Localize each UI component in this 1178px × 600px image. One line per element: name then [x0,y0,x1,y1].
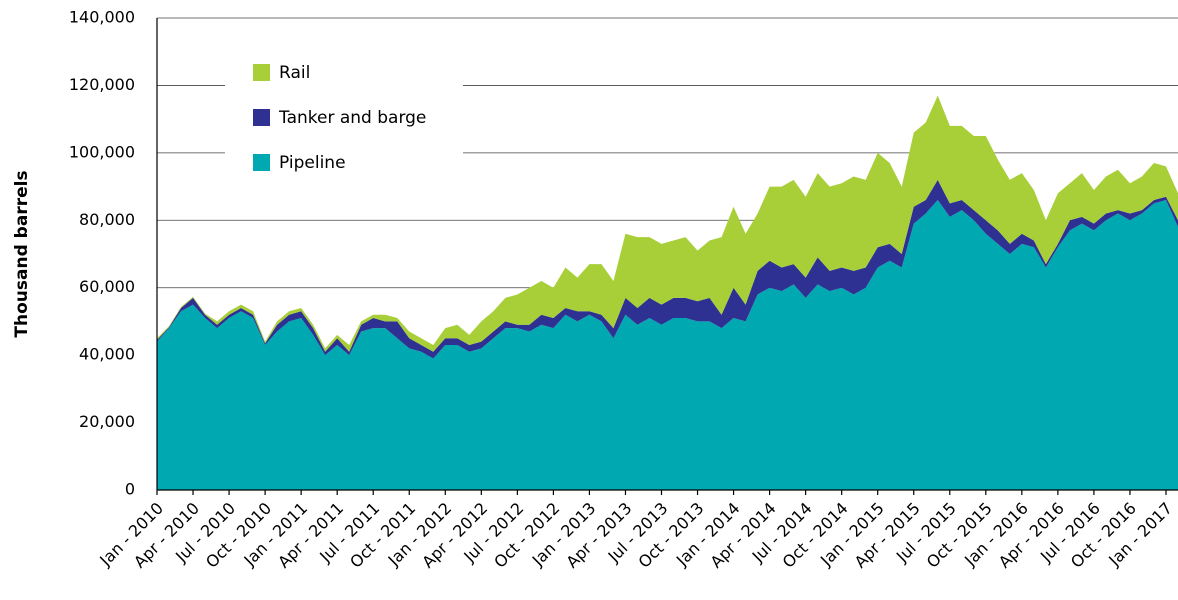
area [157,200,1178,490]
y-axis-label: Thousand barrels [12,170,32,337]
legend-swatch [253,64,270,81]
legend-swatch [253,154,270,171]
legend-swatch [253,109,270,126]
y-tick-label: 120,000 [69,75,135,94]
y-tick-label: 140,000 [69,8,135,27]
legend-label: Pipeline [279,153,346,173]
y-tick-label: 80,000 [79,210,135,229]
y-tick-label: 40,000 [79,345,135,364]
y-tick-label: 100,000 [69,142,135,161]
area [157,95,1178,352]
y-tick-label: 20,000 [79,412,135,431]
y-tick-label: 0 [125,480,135,499]
y-tick-label: 60,000 [79,277,135,296]
legend-label: Tanker and barge [278,108,426,128]
legend-label: Rail [279,63,310,83]
legend: Rail Tanker and barge Pipeline [225,48,463,188]
